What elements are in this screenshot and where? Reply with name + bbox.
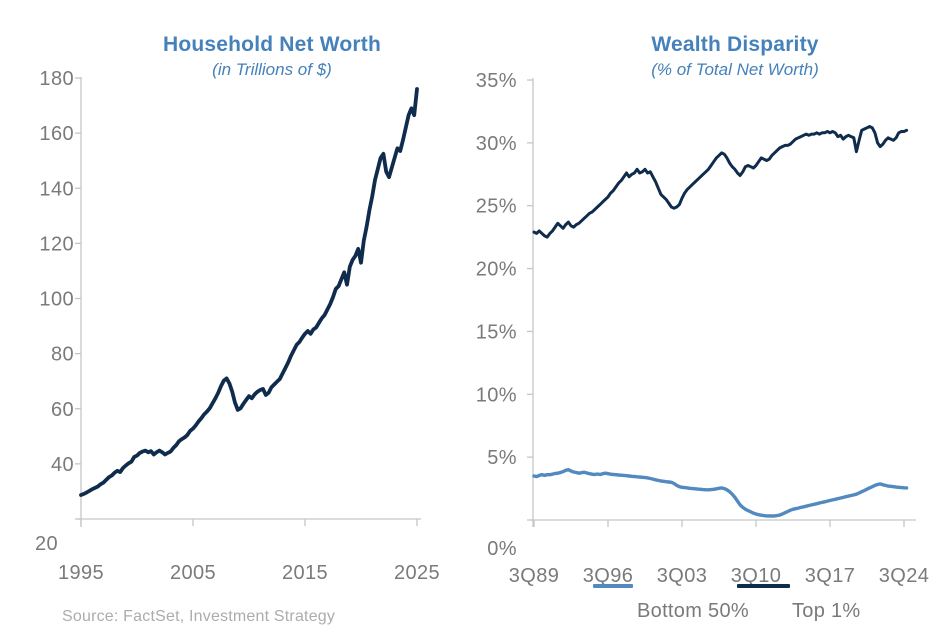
y-tick-label: 140 — [39, 178, 74, 200]
source-note: Source: FactSet, Investment Strategy — [62, 608, 336, 625]
series-line-top-1- — [532, 125, 909, 239]
legend-line-swatch-bottom-50 — [593, 584, 633, 588]
y-tick-label: 20% — [476, 259, 517, 281]
wealth-disparity-subtitle: (% of Total Net Worth) — [651, 60, 819, 79]
y-tick-label: 20 — [35, 533, 58, 555]
axis-line — [530, 78, 916, 527]
axis-line — [78, 77, 421, 527]
wealth-disparity-title: Wealth Disparity — [651, 33, 819, 56]
household-net-worth-title: Household Net Worth — [162, 33, 382, 56]
y-tick-label: 30% — [476, 133, 517, 155]
y-tick-label: 180 — [39, 68, 74, 90]
legend-label-bottom-50: Bottom 50% — [637, 600, 749, 622]
legend-line-swatch-top-1 — [737, 584, 790, 588]
y-tick-label: 100 — [39, 289, 74, 311]
y-tick-label: 35% — [476, 70, 517, 92]
y-tick-label: 0% — [487, 538, 517, 560]
y-tick-label: 160 — [39, 123, 74, 145]
y-tick-label: 40 — [51, 454, 74, 476]
wealth-disparity-legend: Bottom 50% Top 1% — [0, 578, 943, 628]
y-tick-label: 60 — [51, 399, 74, 421]
y-tick-label: 80 — [51, 344, 74, 366]
y-tick-label: 10% — [476, 384, 517, 406]
series-line-household-net-worth — [79, 87, 419, 497]
y-tick-label: 25% — [476, 196, 517, 218]
y-tick-label: 15% — [476, 321, 517, 343]
series-line-bottom-50- — [532, 468, 909, 518]
y-tick-label: 120 — [39, 233, 74, 255]
y-tick-label: 5% — [487, 447, 517, 469]
legend-label-top-1: Top 1% — [792, 600, 861, 622]
household-net-worth-subtitle: (in Trillions of $) — [212, 60, 332, 79]
